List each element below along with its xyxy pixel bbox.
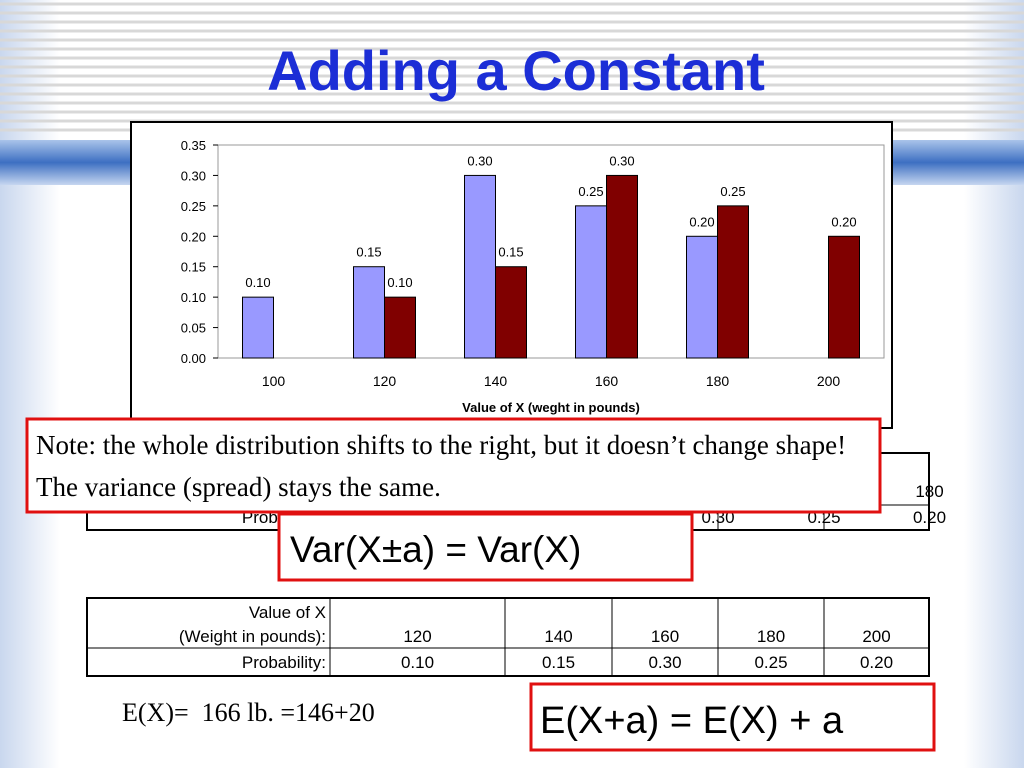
- data-label: 0.15: [498, 245, 523, 260]
- data-label: 0.30: [609, 153, 634, 168]
- expectation: E(X)= 166 lb. =146+20: [122, 698, 375, 727]
- cell: 180: [915, 482, 943, 501]
- cell: 180: [757, 627, 785, 646]
- data-label: 0.30: [467, 153, 492, 168]
- cell: 200: [862, 627, 890, 646]
- header: Value of X: [249, 603, 326, 622]
- table2: Value of X (Weight in pounds): Probability…: [86, 597, 930, 677]
- cell: 0.25: [754, 653, 787, 672]
- x-tick-label: 100: [262, 373, 286, 389]
- expectation-rule: E(X+a) = E(X) + a: [540, 700, 844, 742]
- cell: 0.20: [860, 653, 893, 672]
- data-label: 0.15: [356, 245, 381, 260]
- bar: [575, 205, 607, 359]
- plot-area: [217, 144, 885, 359]
- x-tick-label: 160: [595, 373, 619, 389]
- chart: 0.00 0.05 0.10 0.15 0.20 0.25 0.30 0.35 100 0.10 1…: [181, 138, 860, 389]
- bar: [606, 174, 638, 359]
- left-edge: [0, 0, 60, 768]
- bar: [464, 174, 496, 359]
- data-label: 0.10: [387, 275, 412, 290]
- table2-frame: [86, 597, 930, 677]
- y-tick-label: 0.10: [181, 290, 206, 305]
- variance-rule: Var(X±a) = Var(X): [290, 529, 581, 570]
- bar: [686, 235, 718, 359]
- data-label: 0.25: [578, 184, 603, 199]
- y-tick-label: 0.25: [181, 199, 206, 214]
- bar: [495, 266, 527, 359]
- data-label: 0.20: [689, 214, 714, 229]
- row-label: Probability:: [242, 653, 326, 672]
- header: (Weight in pounds):: [179, 627, 326, 646]
- y-tick-label: 0.15: [181, 260, 206, 275]
- y-tick-label: 0.20: [181, 229, 206, 244]
- x-tick-label: 140: [484, 373, 508, 389]
- data-label: 0.25: [720, 184, 745, 199]
- bar: [717, 205, 749, 359]
- slide-title: Adding a Constant: [267, 39, 765, 102]
- data-label: 0.10: [245, 275, 270, 290]
- bar: [242, 296, 274, 359]
- right-edge: [964, 0, 1024, 768]
- variance-box: [277, 512, 694, 582]
- note: Note: the whole distribution shifts to t…: [36, 430, 847, 502]
- note-wrap: Note: the whole distribution shifts to t…: [36, 430, 847, 502]
- cell: 0.10: [401, 653, 434, 672]
- x-tick-label: 120: [373, 373, 397, 389]
- y-tick-label: 0.30: [181, 168, 206, 183]
- data-label: 0.20: [831, 214, 856, 229]
- cell: 140: [544, 627, 572, 646]
- y-tick-label: 0.05: [181, 321, 206, 336]
- cell: 120: [403, 627, 431, 646]
- cell: 160: [651, 627, 679, 646]
- bar: [353, 266, 385, 359]
- cell: 0.15: [542, 653, 575, 672]
- bar: [828, 235, 860, 359]
- expectation-box: [529, 682, 936, 752]
- cell: 0.30: [648, 653, 681, 672]
- y-tick-label: 0.00: [181, 351, 206, 366]
- cell: 0.20: [913, 508, 946, 527]
- note-box: [25, 417, 882, 514]
- x-axis-label: Value of X (weght in pounds): [462, 400, 640, 415]
- x-tick-label: 180: [706, 373, 730, 389]
- x-tick-label: 200: [817, 373, 841, 389]
- bar: [384, 296, 416, 359]
- y-tick-label: 0.35: [181, 138, 206, 153]
